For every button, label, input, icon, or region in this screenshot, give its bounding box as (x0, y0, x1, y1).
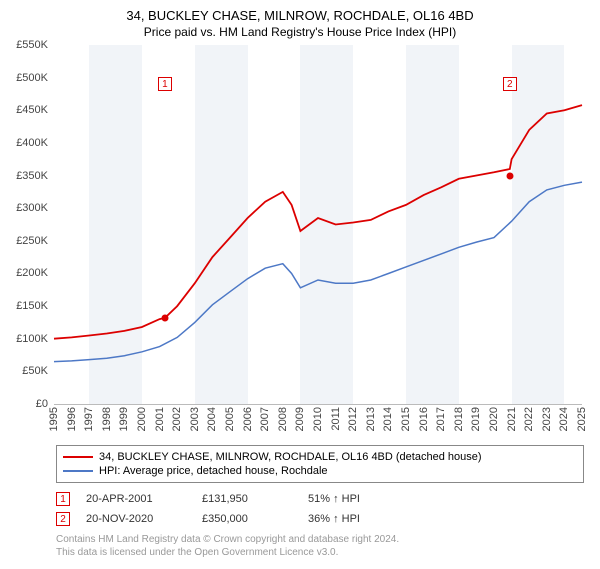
transaction-rows: 1 20-APR-2001 £131,950 51% ↑ HPI 2 20-NO… (56, 489, 584, 529)
x-tick-label: 2025 (576, 407, 588, 431)
x-tick-label: 1996 (66, 407, 78, 431)
legend-swatch (63, 456, 93, 458)
y-tick-label: £250K (16, 235, 48, 247)
x-tick-label: 1997 (83, 407, 95, 431)
title-subtitle: Price paid vs. HM Land Registry's House … (10, 25, 590, 39)
line-svg (54, 45, 582, 404)
y-tick-label: £450K (16, 104, 48, 116)
x-tick-label: 2002 (171, 407, 183, 431)
x-tick-label: 2017 (435, 407, 447, 431)
x-tick-label: 2009 (294, 407, 306, 431)
legend-row: HPI: Average price, detached house, Roch… (63, 464, 577, 478)
x-tick-label: 2007 (259, 407, 271, 431)
transaction-vs-hpi: 36% ↑ HPI (308, 513, 428, 525)
x-tick-label: 1998 (101, 407, 113, 431)
y-tick-label: £500K (16, 72, 48, 84)
x-tick-label: 2003 (189, 407, 201, 431)
transaction-row: 1 20-APR-2001 £131,950 51% ↑ HPI (56, 489, 584, 509)
y-tick-label: £550K (16, 39, 48, 51)
transaction-marker: 2 (56, 512, 70, 526)
x-tick-label: 2000 (136, 407, 148, 431)
x-tick-label: 2020 (488, 407, 500, 431)
footer-line: This data is licensed under the Open Gov… (56, 546, 584, 559)
footer: Contains HM Land Registry data © Crown c… (56, 533, 584, 559)
chart-marker-box: 1 (158, 77, 172, 91)
x-tick-label: 2015 (400, 407, 412, 431)
x-tick-label: 2001 (154, 407, 166, 431)
legend-label: 34, BUCKLEY CHASE, MILNROW, ROCHDALE, OL… (99, 451, 482, 463)
transaction-date: 20-APR-2001 (86, 493, 186, 505)
x-axis-labels: 1995199619971998199920002001200220032004… (54, 405, 582, 437)
series-property (54, 105, 582, 339)
x-tick-label: 2004 (206, 407, 218, 431)
x-tick-label: 1999 (118, 407, 130, 431)
footer-line: Contains HM Land Registry data © Crown c… (56, 533, 584, 546)
legend-label: HPI: Average price, detached house, Roch… (99, 465, 328, 477)
y-tick-label: £100K (16, 333, 48, 345)
x-tick-label: 2013 (365, 407, 377, 431)
x-tick-label: 2018 (453, 407, 465, 431)
transaction-price: £350,000 (202, 513, 292, 525)
transaction-date: 20-NOV-2020 (86, 513, 186, 525)
transaction-row: 2 20-NOV-2020 £350,000 36% ↑ HPI (56, 509, 584, 529)
series-hpi (54, 182, 582, 362)
y-tick-label: £150K (16, 300, 48, 312)
x-tick-label: 2024 (558, 407, 570, 431)
transaction-marker-num: 2 (60, 514, 66, 525)
y-tick-label: £0 (36, 398, 48, 410)
x-tick-label: 2023 (541, 407, 553, 431)
x-tick-label: 2016 (418, 407, 430, 431)
legend: 34, BUCKLEY CHASE, MILNROW, ROCHDALE, OL… (56, 445, 584, 483)
x-tick-label: 2010 (312, 407, 324, 431)
y-tick-label: £200K (16, 267, 48, 279)
x-tick-label: 2005 (224, 407, 236, 431)
chart-marker-dot (506, 172, 513, 179)
transaction-price: £131,950 (202, 493, 292, 505)
chart-marker-box: 2 (503, 77, 517, 91)
transaction-marker: 1 (56, 492, 70, 506)
x-tick-label: 2021 (506, 407, 518, 431)
y-tick-label: £50K (22, 365, 48, 377)
x-tick-label: 2019 (470, 407, 482, 431)
x-tick-label: 2011 (330, 407, 342, 431)
transaction-marker-num: 1 (60, 494, 66, 505)
x-tick-label: 2022 (523, 407, 535, 431)
y-tick-label: £350K (16, 170, 48, 182)
x-tick-label: 2014 (382, 407, 394, 431)
legend-swatch (63, 470, 93, 472)
y-axis-labels: £0£50K£100K£150K£200K£250K£300K£350K£400… (8, 45, 52, 404)
y-tick-label: £300K (16, 202, 48, 214)
y-tick-label: £400K (16, 137, 48, 149)
x-tick-label: 1995 (48, 407, 60, 431)
transaction-vs-hpi: 51% ↑ HPI (308, 493, 428, 505)
plot: 12 (54, 45, 582, 404)
title-address: 34, BUCKLEY CHASE, MILNROW, ROCHDALE, OL… (10, 8, 590, 23)
x-tick-label: 2012 (347, 407, 359, 431)
legend-row: 34, BUCKLEY CHASE, MILNROW, ROCHDALE, OL… (63, 450, 577, 464)
chart-container: 34, BUCKLEY CHASE, MILNROW, ROCHDALE, OL… (0, 0, 600, 569)
x-tick-label: 2008 (277, 407, 289, 431)
title-block: 34, BUCKLEY CHASE, MILNROW, ROCHDALE, OL… (10, 8, 590, 39)
chart-marker-dot (161, 314, 168, 321)
x-tick-label: 2006 (242, 407, 254, 431)
chart-plot-area: £0£50K£100K£150K£200K£250K£300K£350K£400… (54, 45, 582, 405)
